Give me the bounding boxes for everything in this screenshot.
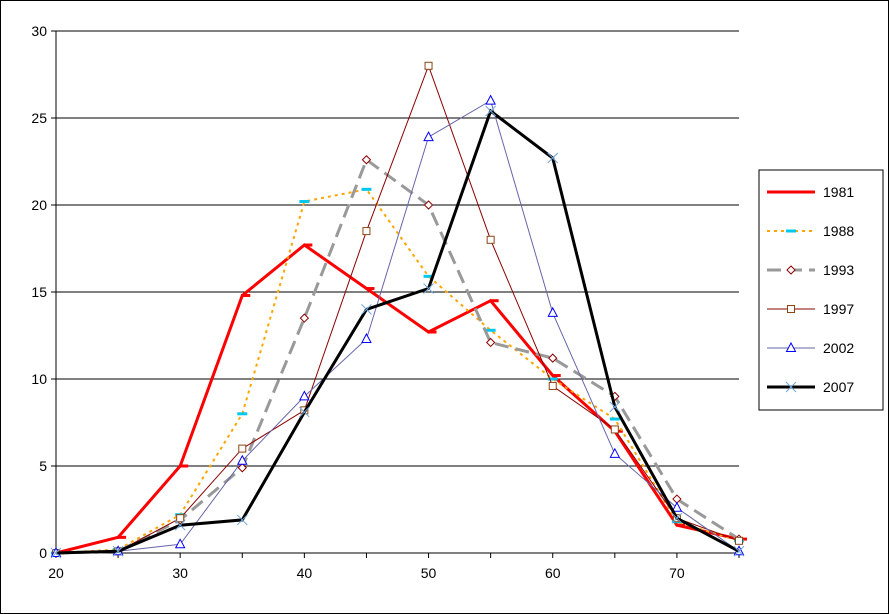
point-1997-65 <box>610 425 619 434</box>
legend-marker-2002 <box>785 341 797 352</box>
legend-entry-2007: 2007 <box>767 379 854 395</box>
legend-label-2002: 2002 <box>823 340 854 356</box>
point-1997-30 <box>176 514 185 523</box>
legend-label-1993: 1993 <box>823 262 854 278</box>
point-2007-40 <box>299 406 310 418</box>
legend-entry-1993: 1993 <box>767 262 854 278</box>
point-2002-40 <box>299 390 310 401</box>
legend-label-1997: 1997 <box>823 301 854 317</box>
legend-label-2007: 2007 <box>823 379 854 395</box>
legend-label-1981: 1981 <box>823 184 854 200</box>
point-2002-65 <box>609 447 621 458</box>
point-1993-40 <box>299 313 310 323</box>
gridlines <box>56 30 739 467</box>
point-2002-50 <box>423 131 434 142</box>
y-tick-label-30: 30 <box>31 23 47 39</box>
series-line-2007 <box>55 108 740 555</box>
y-tick-label-10: 10 <box>31 371 47 387</box>
point-2007-35 <box>236 514 248 526</box>
point-1997-55 <box>486 235 495 244</box>
legend: 1981 1988 1993 1997 2002 2007 <box>758 169 884 411</box>
point-2007-20 <box>50 547 62 559</box>
legend-entry-1988: 1988 <box>767 223 854 239</box>
point-2007-70 <box>671 512 683 524</box>
y-tick-label-20: 20 <box>31 197 47 213</box>
point-1993-55 <box>485 337 496 348</box>
point-2007-30 <box>174 519 186 531</box>
x-tick-label-60: 60 <box>545 565 561 581</box>
point-2007-50 <box>423 283 434 294</box>
series-lines <box>50 61 747 559</box>
series-line-1993 <box>55 157 740 555</box>
point-2007-25 <box>112 545 124 557</box>
point-2002-60 <box>547 306 559 317</box>
y-tick-label-15: 15 <box>31 284 47 300</box>
point-1993-50 <box>423 200 434 210</box>
point-2007-60 <box>547 152 559 164</box>
point-2002-70 <box>671 501 683 512</box>
legend-marker-2007 <box>785 381 797 393</box>
series-line-1988 <box>55 188 740 554</box>
legend-label-1988: 1988 <box>823 223 854 239</box>
point-1997-75 <box>735 536 743 545</box>
axes: 0 5 10 15 20 25 30 20 30 40 50 60 70 <box>31 23 740 581</box>
series-2007 <box>50 105 745 559</box>
x-tick-label-30: 30 <box>172 565 188 581</box>
point-2007-55 <box>485 105 496 117</box>
point-1997-60 <box>548 381 557 390</box>
point-2007-45 <box>361 304 372 315</box>
series-line-2002 <box>55 99 740 554</box>
point-1997-35 <box>238 444 247 453</box>
point-2002-45 <box>361 332 372 343</box>
point-2002-30 <box>174 538 186 549</box>
y-tick-label-5: 5 <box>39 458 47 474</box>
point-1993-45 <box>361 155 372 165</box>
point-2007-75 <box>733 545 745 557</box>
legend-marker-1993 <box>786 265 796 275</box>
point-2002-35 <box>236 454 248 465</box>
point-1997-45 <box>362 227 371 236</box>
point-2007-65 <box>609 401 621 413</box>
legend-entry-1997: 1997 <box>767 301 854 317</box>
x-tick-label-50: 50 <box>421 565 437 581</box>
x-tick-label-70: 70 <box>669 565 685 581</box>
legend-entry-2002: 2002 <box>767 340 854 356</box>
point-2002-55 <box>485 94 496 105</box>
series-line-1997 <box>55 64 740 554</box>
point-1993-60 <box>548 353 558 363</box>
y-tick-label-0: 0 <box>39 545 47 561</box>
point-1993-35 <box>237 463 247 473</box>
series-line-1981 <box>55 243 740 555</box>
point-1997-50 <box>424 61 433 70</box>
legend-entry-1981: 1981 <box>767 184 854 200</box>
legend-box <box>758 169 884 411</box>
x-tick-label-20: 20 <box>48 565 64 581</box>
y-tick-label-25: 25 <box>31 110 47 126</box>
legend-marker-1997 <box>787 305 795 313</box>
x-tick-label-40: 40 <box>297 565 313 581</box>
